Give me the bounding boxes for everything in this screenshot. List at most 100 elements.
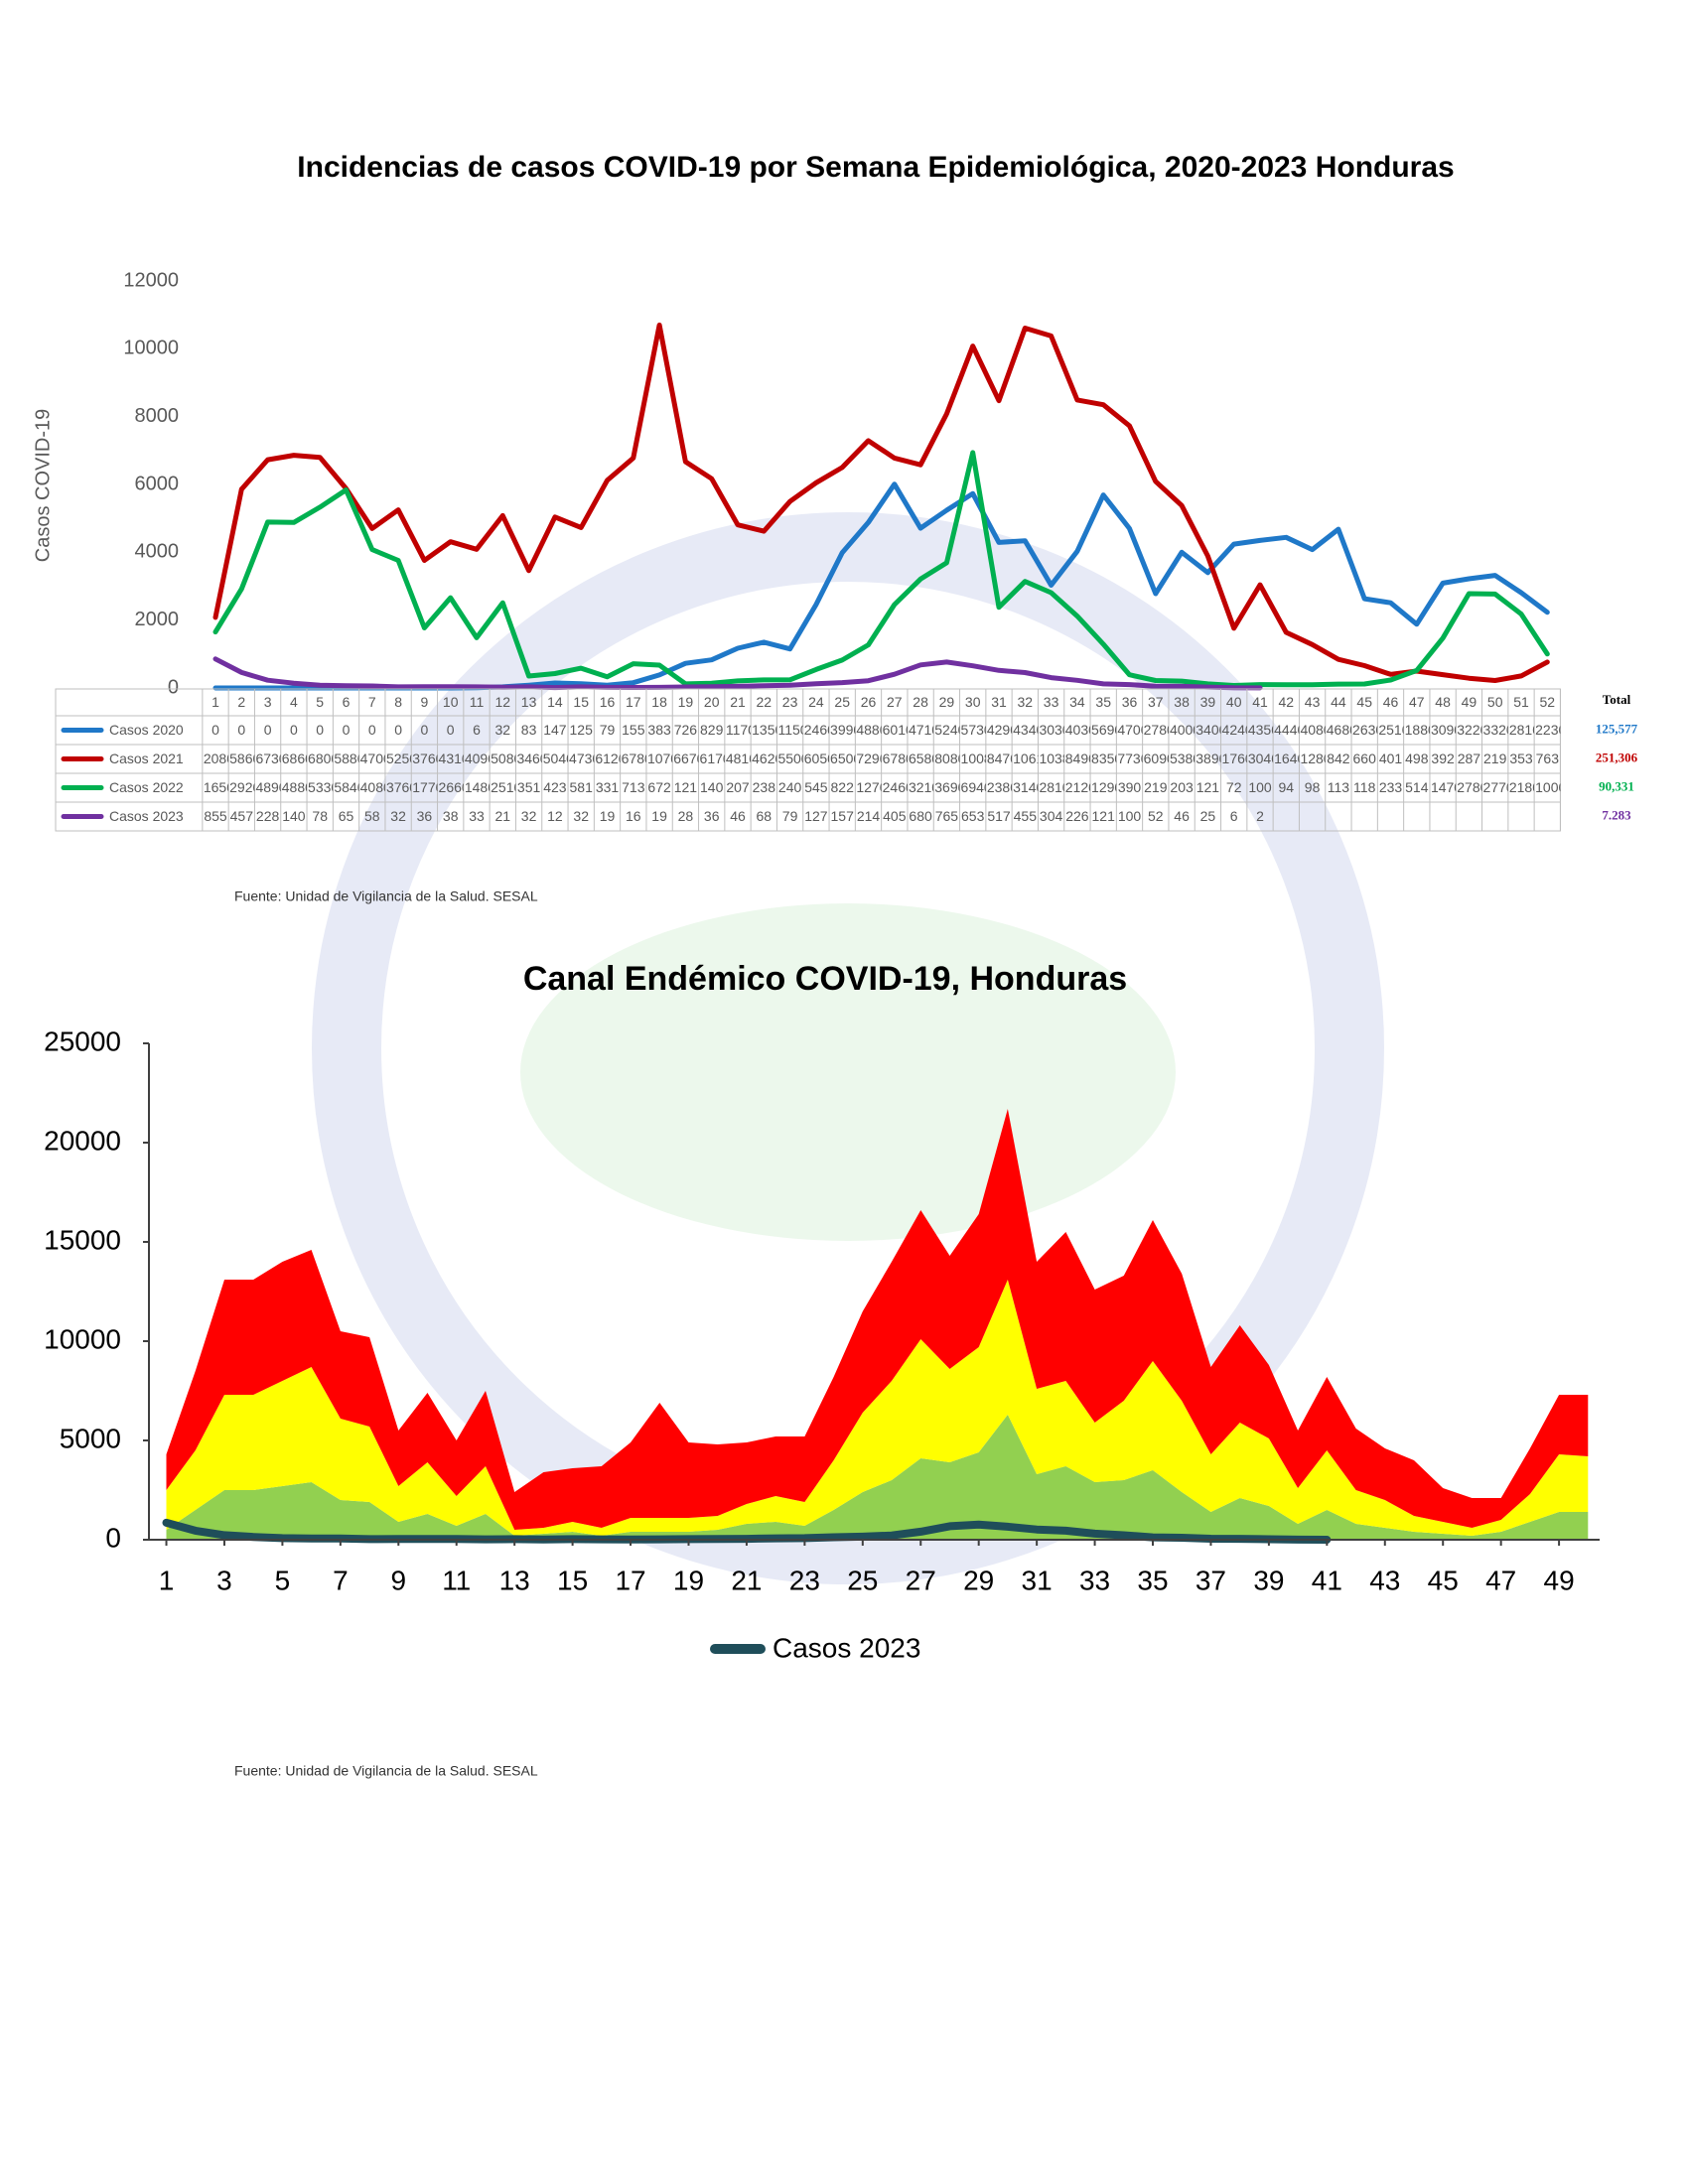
table-cell: 10700 [647, 751, 686, 766]
table-cell-text: 498 [1405, 751, 1429, 766]
table-cell: 0 [211, 722, 219, 738]
table-cell-text: 405 [883, 808, 907, 824]
table-cell-text: 3690 [934, 779, 965, 795]
table-cell: 140 [282, 808, 306, 824]
table-cell-text: 21 [730, 694, 746, 710]
table-cell: 10080 [961, 751, 986, 766]
table-cell: 3320 [1483, 722, 1508, 738]
table-cell: 0 [421, 722, 429, 738]
table-cell-text: 25 [834, 694, 850, 710]
table-cell-text: 713 [622, 779, 645, 795]
table-cell: 4620 [752, 751, 782, 766]
table-cell: 46 [730, 808, 746, 824]
table-cell: 40 [1226, 694, 1242, 710]
table-cell-text: 2460 [804, 722, 835, 738]
table-cell: 79 [782, 808, 798, 824]
x-tick-label: 41 [1312, 1565, 1342, 1595]
table-cell-text: 2080 [204, 751, 234, 766]
table-cell: 6730 [255, 751, 280, 766]
x-tick-label: 27 [906, 1565, 936, 1595]
table-cell-text: 4890 [255, 779, 286, 795]
table-cell-text: 653 [961, 808, 985, 824]
table-cell-text: 46 [1383, 694, 1399, 710]
table-cell-text: 28 [913, 694, 928, 710]
table-cell: 19 [651, 808, 667, 824]
table-cell: 5080 [491, 751, 515, 766]
table-cell-text: 121 [1196, 779, 1220, 795]
table-cell: 331 [596, 779, 620, 795]
chart-title: Incidencias de casos COVID-19 por Semana… [297, 151, 1454, 184]
table-cell-text: 46 [730, 808, 746, 824]
table-cell: 680 [909, 808, 932, 824]
table-cell-text: 207 [726, 779, 750, 795]
x-tick-label: 7 [333, 1565, 349, 1595]
table-cell-text: 2920 [229, 779, 260, 795]
table-cell-text: 26 [861, 694, 877, 710]
table-cell: 423 [543, 779, 567, 795]
series-line [212, 322, 1550, 683]
table-cell: 304 [1040, 808, 1063, 824]
table-cell-text: 4620 [752, 751, 782, 766]
chart-title: Canal Endémico COVID-19, Honduras [523, 960, 1127, 998]
table-cell: 83 [521, 722, 537, 738]
table-cell: 765 [935, 808, 959, 824]
table-cell: 4080 [360, 779, 385, 795]
table-cell: 1000 [1535, 779, 1560, 795]
table-cell: 1270 [856, 779, 881, 795]
table-cell: 15 [573, 694, 589, 710]
table-cell: 7730 [1117, 751, 1142, 766]
series-total: 90,331 [1599, 778, 1634, 793]
table-cell-text: 5250 [386, 751, 417, 766]
table-cell: 6860 [282, 751, 307, 766]
table-cell-text: 39 [1200, 694, 1216, 710]
table-cell: 36 [704, 808, 720, 824]
table-cell-text: 351 [517, 779, 541, 795]
table-cell-text: 32 [573, 808, 589, 824]
table-cell-text: 10700 [647, 751, 686, 766]
table-cell: 226 [1065, 808, 1089, 824]
table-cell: 49 [1462, 694, 1477, 710]
table-cell: 42 [1279, 694, 1295, 710]
table-cell-text: 4730 [569, 751, 600, 766]
table-cell: 5500 [777, 751, 802, 766]
table-cell: 214 [857, 808, 881, 824]
table-cell: 390 [1118, 779, 1142, 795]
table-cell: 30 [965, 694, 981, 710]
table-cell: 4880 [282, 779, 307, 795]
legend-label: Casos 2023 [773, 1632, 920, 1663]
table-cell: 7 [368, 694, 376, 710]
table-cell: 100 [1248, 779, 1272, 795]
table-cell: 6170 [700, 751, 725, 766]
table-cell: 0 [316, 722, 324, 738]
table-cell-text: 10610 [1013, 751, 1052, 766]
table-cell: 1640 [1274, 751, 1299, 766]
table-cell-text: 2380 [987, 779, 1018, 795]
table-cell: 27 [887, 694, 903, 710]
table-cell-text: 35 [1095, 694, 1111, 710]
x-tick-label: 39 [1253, 1565, 1284, 1595]
table-cell-text: 4700 [1117, 722, 1148, 738]
table-cell: 4290 [987, 722, 1012, 738]
table-cell: 68 [757, 808, 773, 824]
x-tick-label: 37 [1196, 1565, 1226, 1595]
table-cell-text: 4440 [1274, 722, 1305, 738]
table-cell-text: 3460 [516, 751, 547, 766]
table-cell-text: 455 [1014, 808, 1038, 824]
table-cell: 4 [290, 694, 298, 710]
x-tick-label: 9 [391, 1565, 407, 1595]
table-cell: 2810 [1509, 722, 1534, 738]
table-cell-text: 2 [237, 694, 245, 710]
table-cell-text: 4700 [360, 751, 391, 766]
table-cell: 855 [204, 808, 227, 824]
table-cell: 13 [521, 694, 537, 710]
table-cell-text: 6780 [883, 751, 914, 766]
x-tick-label: 19 [673, 1565, 704, 1595]
table-cell: 32 [1018, 694, 1034, 710]
table-cell: 4030 [1065, 722, 1090, 738]
table-cell: 121 [1092, 808, 1116, 824]
table-cell-text: 25 [1200, 808, 1216, 824]
table-cell: 228 [256, 808, 280, 824]
table-cell: 157 [831, 808, 855, 824]
y-tick-label: 20000 [44, 1125, 121, 1156]
